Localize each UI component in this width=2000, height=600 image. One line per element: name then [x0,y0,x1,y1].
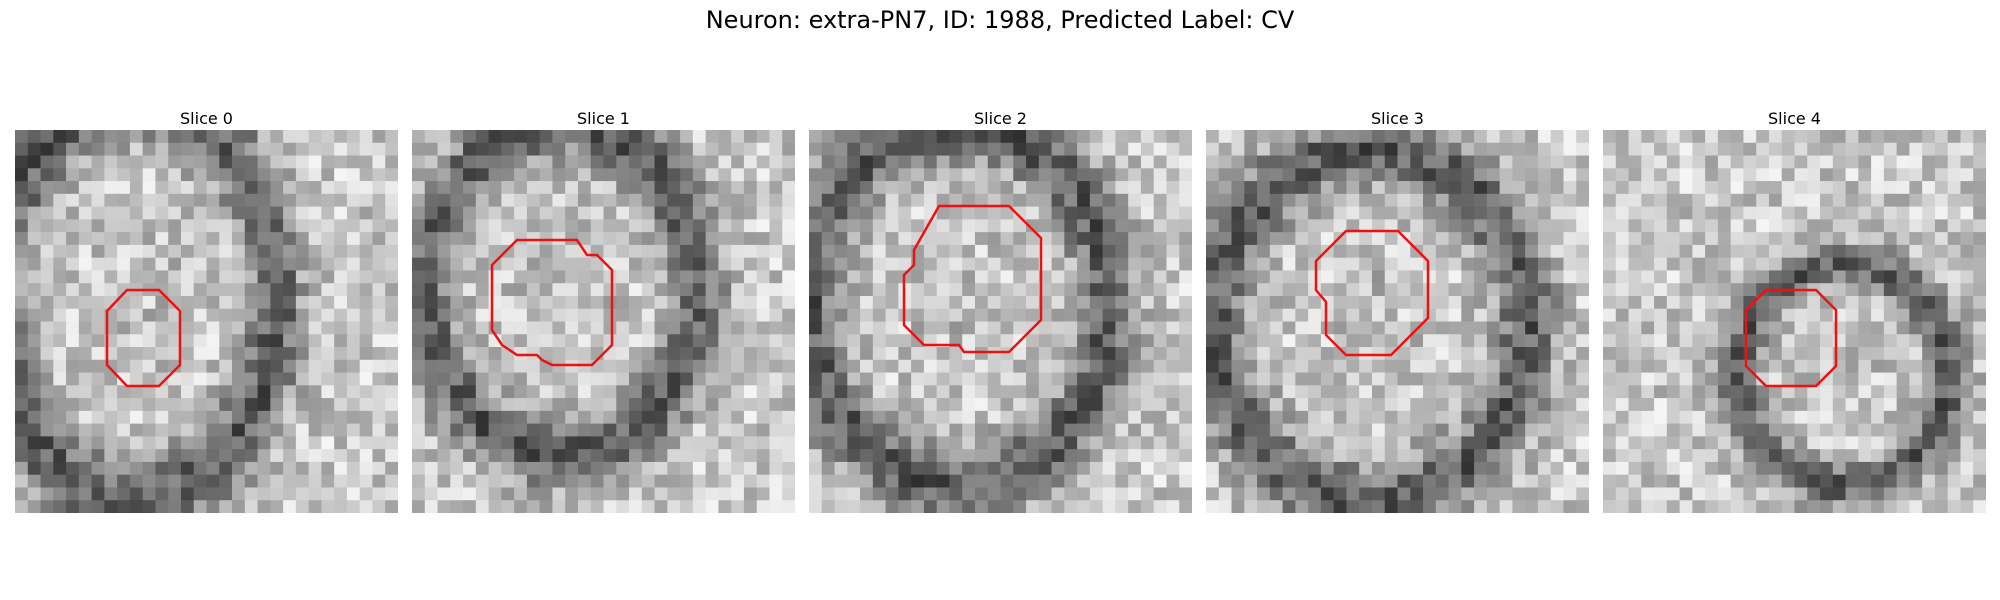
slice-title: Slice 0 [180,109,233,128]
slice-title: Slice 2 [974,109,1027,128]
slice-title: Slice 3 [1371,109,1424,128]
slice-panel-1: Slice 1 [412,108,795,513]
slice-image [15,130,398,513]
slice-image [809,130,1192,513]
roi-contour [490,238,614,367]
slice-image [412,130,795,513]
slice-image [1603,130,1986,513]
roi-contour [1744,288,1838,388]
slice-image [1206,130,1589,513]
slice-title: Slice 4 [1768,109,1821,128]
figure-title: Neuron: extra-PN7, ID: 1988, Predicted L… [705,6,1295,34]
slice-panel-3: Slice 3 [1206,108,1589,513]
slice-title: Slice 1 [577,109,630,128]
roi-contour [1314,229,1430,357]
roi-contour [105,288,182,388]
roi-contour [902,204,1043,354]
slice-panel-0: Slice 0 [15,108,398,513]
slice-panel-4: Slice 4 [1603,108,1986,513]
slice-panel-2: Slice 2 [809,108,1192,513]
